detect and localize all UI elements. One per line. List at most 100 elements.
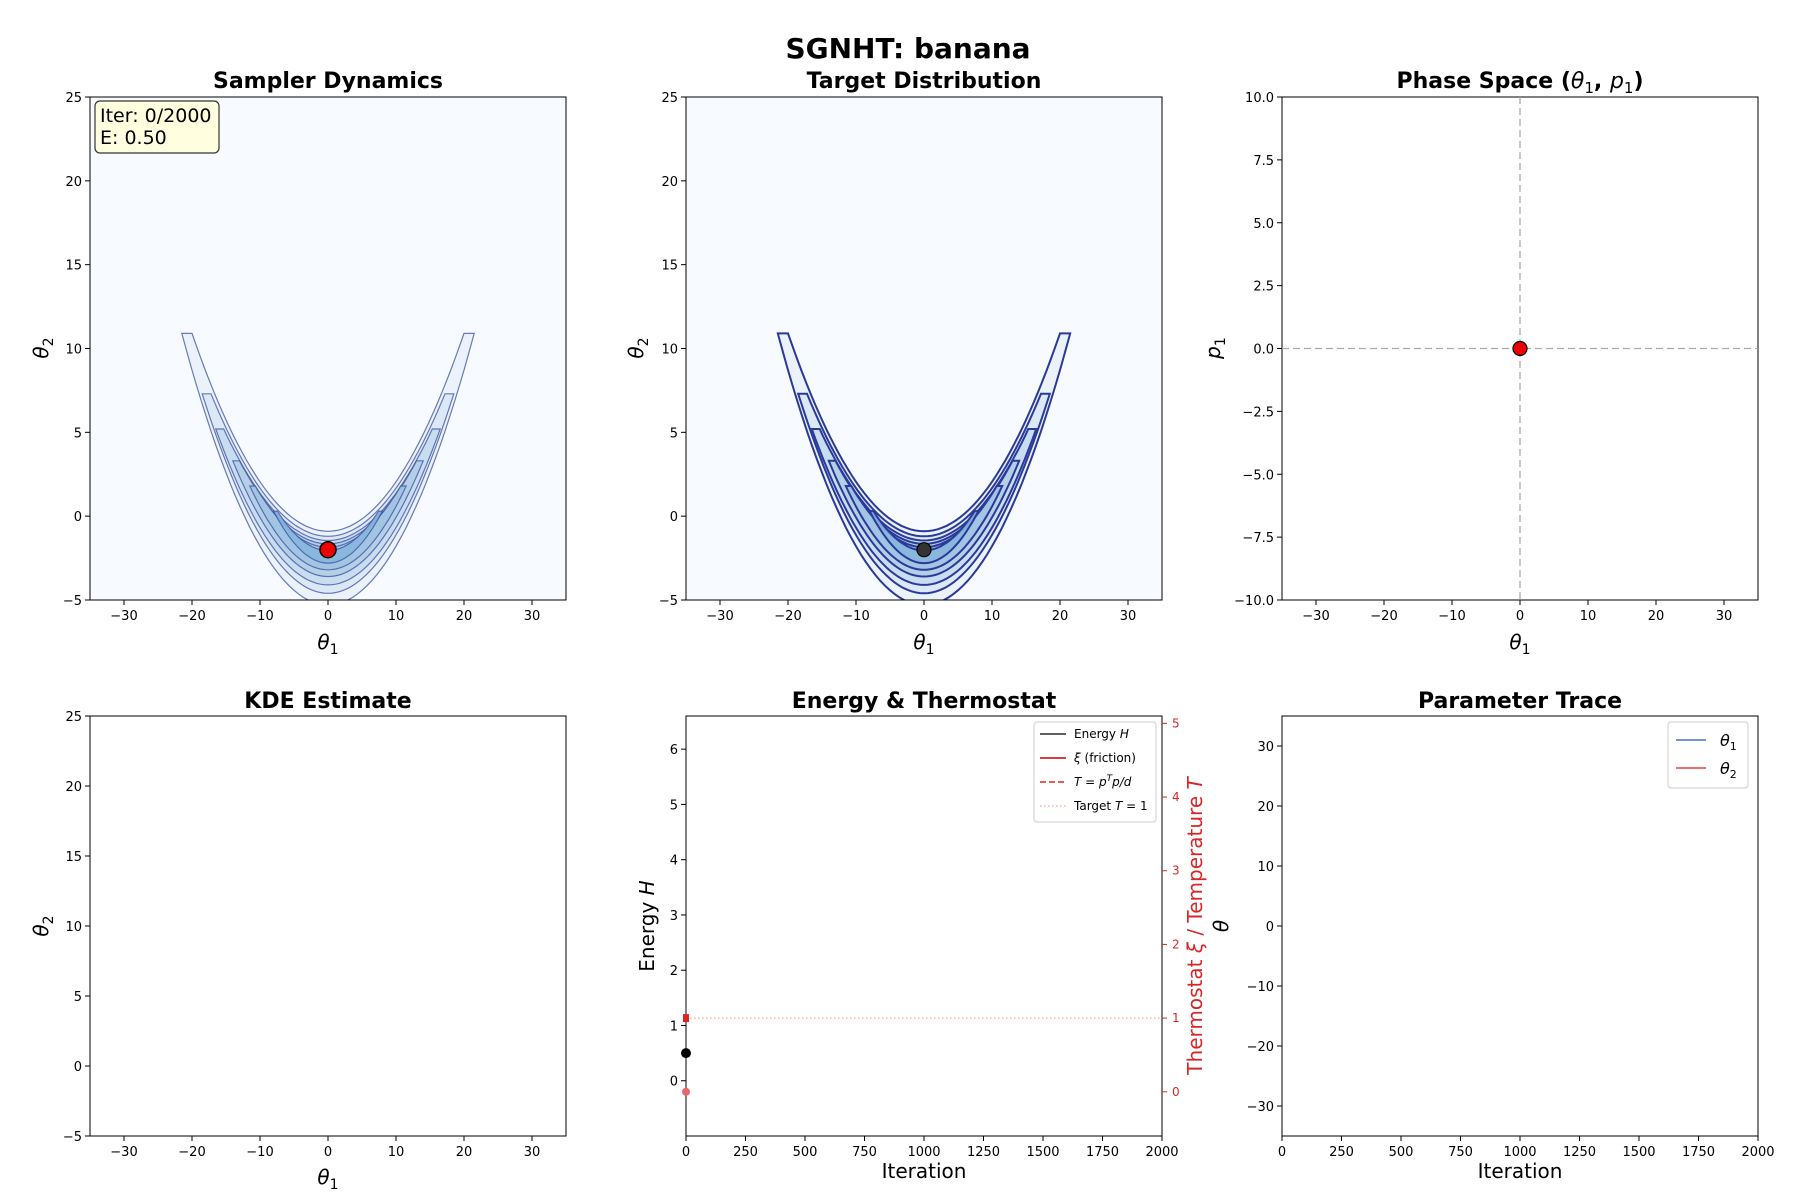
phase-ytick-label: 0.0 — [1253, 343, 1274, 358]
target-xtick-label: −10 — [842, 609, 869, 624]
phase-title: Phase Space (θ1, p1) — [1396, 69, 1643, 97]
sampler-xtick-label: −10 — [246, 609, 273, 624]
target-ytick-label: 15 — [661, 259, 678, 274]
sampler-title: Sampler Dynamics — [213, 69, 443, 94]
energy-point — [681, 1048, 691, 1059]
sampler-ytick-label: 0 — [74, 510, 82, 525]
energy-y2label: Thermostat ξ / Temperature T — [1183, 776, 1207, 1076]
trace-xtick-label: 250 — [1329, 1145, 1354, 1160]
contour-level — [231, 460, 425, 578]
contour-level — [181, 332, 475, 600]
sampler-ytick-label: 15 — [65, 259, 82, 274]
trace-xtick-label: 0 — [1278, 1145, 1286, 1160]
trace-ytick-label: 20 — [1257, 800, 1274, 815]
kde-xtick-label: 0 — [324, 1145, 332, 1160]
phase-xtick-label: 20 — [1648, 609, 1665, 624]
trace-xlabel: Iteration — [1478, 1159, 1563, 1183]
sampler-xtick-label: −20 — [178, 609, 205, 624]
energy-y2tick-label: 4 — [1172, 790, 1180, 804]
kde-ylabel: θ2 — [29, 915, 57, 936]
legend-target-T: Target T = 1 — [1073, 799, 1148, 813]
sampler-ytick-label: 10 — [65, 343, 82, 358]
phase-xlabel: θ1 — [1509, 630, 1530, 658]
phase-xtick-label: −10 — [1438, 609, 1465, 624]
sampler-ytick-label: 5 — [74, 426, 82, 441]
phase-ytick-label: −5.0 — [1242, 468, 1274, 483]
trace-panel: Parameter Trace 0 250 500 750 1000 1250 1500 17… — [1209, 689, 1775, 1183]
energy-y2tick-label: 0 — [1172, 1085, 1180, 1099]
kde-ytick-label: −5 — [63, 1130, 82, 1145]
sampler-xtick-label: −30 — [110, 609, 137, 624]
kde-ytick-label: 25 — [65, 710, 82, 725]
kde-xtick-label: −30 — [110, 1145, 137, 1160]
sampler-ylabel: θ2 — [29, 337, 57, 358]
target-ytick-label: −5 — [659, 594, 678, 609]
phase-ytick-label: 10.0 — [1245, 91, 1274, 106]
contour-level — [827, 459, 1021, 578]
energy-xtick-label: 2000 — [1145, 1145, 1178, 1160]
target-ytick-label: 0 — [670, 510, 678, 525]
energy-xtick-label: 250 — [733, 1145, 758, 1160]
target-ytick-label: 10 — [661, 343, 678, 358]
sampler-xtick-label: 20 — [456, 609, 473, 624]
target-xtick-label: 0 — [920, 609, 928, 624]
trace-ytick-label: 10 — [1257, 860, 1274, 875]
sampler-current-point — [319, 540, 337, 559]
energy-xtick-label: 750 — [852, 1145, 877, 1160]
energy-y2tick-label: 3 — [1172, 864, 1180, 878]
target-ytick-label: 20 — [661, 175, 678, 190]
temperature-point — [683, 1014, 689, 1023]
phase-ytick-label: −2.5 — [1242, 405, 1274, 420]
contour-level — [867, 510, 981, 565]
energy-panel: Energy & Thermostat 0 250 500 750 1000 1250 15… — [635, 689, 1207, 1183]
target-xtick-label: −20 — [774, 609, 801, 624]
energy-legend: Energy H ξ (friction) T = pTp/d Target T… — [1033, 721, 1157, 823]
contour-level — [272, 510, 384, 564]
energy-xtick-label: 500 — [793, 1145, 818, 1160]
kde-xtick-label: −10 — [246, 1145, 273, 1160]
kde-xtick-label: 20 — [456, 1145, 473, 1160]
legend-temperature: T = pTp/d — [1074, 774, 1132, 789]
target-ytick-label: 5 — [670, 426, 678, 441]
trace-xtick-label: 1750 — [1682, 1145, 1715, 1160]
trace-xtick-label: 1000 — [1503, 1145, 1536, 1160]
energy-xlabel: Iteration — [882, 1159, 967, 1183]
energy-ytick-label: 2 — [670, 964, 678, 979]
sampler-plot-area — [90, 97, 566, 600]
trace-ytick-label: 30 — [1257, 740, 1274, 755]
phase-ytick-label: 2.5 — [1253, 280, 1274, 295]
kde-plot-area — [89, 715, 567, 1137]
target-title: Target Distribution — [807, 69, 1042, 94]
energy-ytick-label: 3 — [670, 909, 678, 924]
sampler-xtick-label: 30 — [524, 609, 541, 624]
trace-ytick-label: −30 — [1247, 1100, 1274, 1115]
phase-xtick-label: −30 — [1302, 609, 1329, 624]
phase-point — [1512, 340, 1528, 357]
target-xlabel: θ1 — [913, 630, 934, 658]
target-xtick-label: 10 — [984, 609, 1001, 624]
energy-ylabel: Energy H — [635, 880, 659, 971]
target-ylabel: θ2 — [624, 337, 652, 358]
sampler-info-box — [94, 100, 220, 154]
legend-theta1: θ1 — [1720, 731, 1737, 753]
target-point-marker — [916, 542, 932, 558]
trace-xtick-label: 750 — [1448, 1145, 1473, 1160]
sampler-ytick-label: 20 — [65, 175, 82, 190]
kde-ytick-label: 5 — [74, 990, 82, 1005]
kde-ytick-label: 0 — [74, 1060, 82, 1075]
contour-level — [776, 332, 1072, 600]
phase-xtick-label: −20 — [1370, 609, 1397, 624]
trace-ytick-label: −20 — [1247, 1040, 1274, 1055]
energy-xtick-label: 1500 — [1026, 1145, 1059, 1160]
trace-ylabel: θ — [1209, 920, 1233, 932]
energy-ytick-label: 5 — [670, 798, 678, 813]
energy-y2tick-label: 1 — [1172, 1011, 1180, 1025]
legend-energy: Energy H — [1074, 727, 1129, 741]
trace-ticks: 0 250 500 750 1000 1250 1500 1750 2000 −30 −20 −10 0… — [1247, 740, 1775, 1160]
sampler-energy-text: E: 0.50 — [100, 127, 167, 149]
phase-ytick-label: 7.5 — [1253, 154, 1274, 169]
legend-theta2: θ2 — [1720, 759, 1737, 781]
energy-xtick-label: 1000 — [907, 1145, 940, 1160]
phase-ticks: −30 −20 −10 0 10 20 30 −10.0 −7.5 −5.0 −2.5 0.0 2.5 5… — [1234, 91, 1732, 624]
